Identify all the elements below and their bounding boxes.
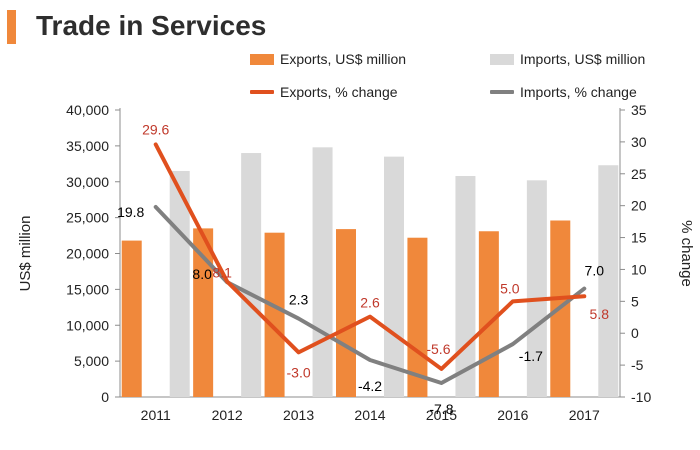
bar-exports bbox=[478, 231, 499, 397]
left-tick-label: 15,000 bbox=[66, 281, 109, 297]
x-tick-label: 2015 bbox=[426, 407, 457, 423]
x-tick-label: 2017 bbox=[569, 407, 600, 423]
bar-exports bbox=[336, 229, 356, 397]
data-label-imports-change: 8.0 bbox=[192, 266, 212, 282]
right-tick-label: 35 bbox=[631, 102, 647, 118]
legend-imports-line: Imports, % change bbox=[490, 83, 637, 101]
data-label-imports-change: -1.7 bbox=[519, 348, 543, 364]
left-tick-label: 5,000 bbox=[74, 353, 109, 369]
x-tick-label: 2016 bbox=[497, 407, 528, 423]
right-tick-label: 30 bbox=[631, 134, 647, 150]
legend-swatch-imports-line bbox=[490, 90, 514, 94]
bar-imports bbox=[241, 153, 262, 397]
data-label-exports-change: 29.6 bbox=[142, 121, 169, 137]
bar-imports bbox=[526, 180, 547, 397]
legend-label-exports-bar: Exports, US$ million bbox=[280, 51, 407, 67]
x-tick-label: 2013 bbox=[283, 407, 314, 423]
data-label-exports-change: 5.8 bbox=[590, 306, 610, 322]
left-tick-label: 40,000 bbox=[66, 102, 109, 118]
data-label-imports-change: 19.8 bbox=[117, 204, 144, 220]
right-tick-label: 5 bbox=[631, 293, 639, 309]
bar-imports bbox=[598, 165, 619, 397]
data-label-exports-change: -3.0 bbox=[287, 364, 311, 380]
left-axis-title: US$ million bbox=[17, 216, 34, 292]
data-label-exports-change: 8.1 bbox=[212, 265, 232, 281]
right-tick-label: 20 bbox=[631, 198, 647, 214]
bar-exports bbox=[193, 228, 214, 397]
title-accent-bar bbox=[7, 10, 16, 44]
legend-swatch-imports-bar bbox=[490, 53, 514, 65]
legend-swatch-exports-bar bbox=[250, 53, 274, 65]
right-axis-title: % change bbox=[678, 220, 695, 287]
data-label-imports-change: 7.0 bbox=[585, 263, 605, 279]
x-tick-label: 2012 bbox=[212, 407, 243, 423]
x-tick-label: 2011 bbox=[141, 407, 171, 423]
data-label-exports-change: 2.6 bbox=[360, 295, 380, 311]
bar-imports bbox=[384, 156, 404, 397]
data-label-imports-change: -4.2 bbox=[358, 378, 382, 394]
bar-exports bbox=[121, 240, 142, 397]
data-label-imports-change: 2.3 bbox=[289, 292, 309, 308]
right-tick-label: 0 bbox=[631, 325, 639, 341]
right-tick-label: -5 bbox=[631, 357, 644, 373]
legend-exports-bar: Exports, US$ million bbox=[250, 50, 406, 68]
x-tick-label: 2014 bbox=[354, 407, 385, 423]
legend-exports-line: Exports, % change bbox=[250, 83, 398, 101]
data-label-exports-change: 5.0 bbox=[500, 280, 520, 296]
left-tick-label: 25,000 bbox=[66, 210, 109, 226]
data-label-imports-change: -7.8 bbox=[429, 401, 453, 417]
right-tick-label: -10 bbox=[631, 389, 651, 405]
legend-swatch-exports-line bbox=[250, 90, 274, 94]
left-tick-label: 30,000 bbox=[66, 174, 109, 190]
legend-imports-bar: Imports, US$ million bbox=[490, 50, 645, 68]
legend-label-exports-line: Exports, % change bbox=[280, 84, 398, 100]
right-tick-label: 15 bbox=[631, 230, 647, 246]
chart-title: Trade in Services bbox=[36, 10, 267, 41]
legend-label-imports-line: Imports, % change bbox=[520, 84, 637, 100]
right-tick-label: 25 bbox=[631, 166, 647, 182]
data-label-exports-change: -5.6 bbox=[426, 341, 450, 357]
left-tick-label: 0 bbox=[101, 389, 109, 405]
legend-label-imports-bar: Imports, US$ million bbox=[520, 51, 646, 67]
right-tick-label: 10 bbox=[631, 261, 647, 277]
left-tick-label: 35,000 bbox=[66, 138, 109, 154]
bar-exports bbox=[264, 232, 285, 397]
bar-imports bbox=[312, 147, 333, 397]
left-tick-label: 10,000 bbox=[66, 317, 109, 333]
left-tick-label: 20,000 bbox=[66, 246, 109, 262]
line-exports-change bbox=[153, 142, 587, 371]
